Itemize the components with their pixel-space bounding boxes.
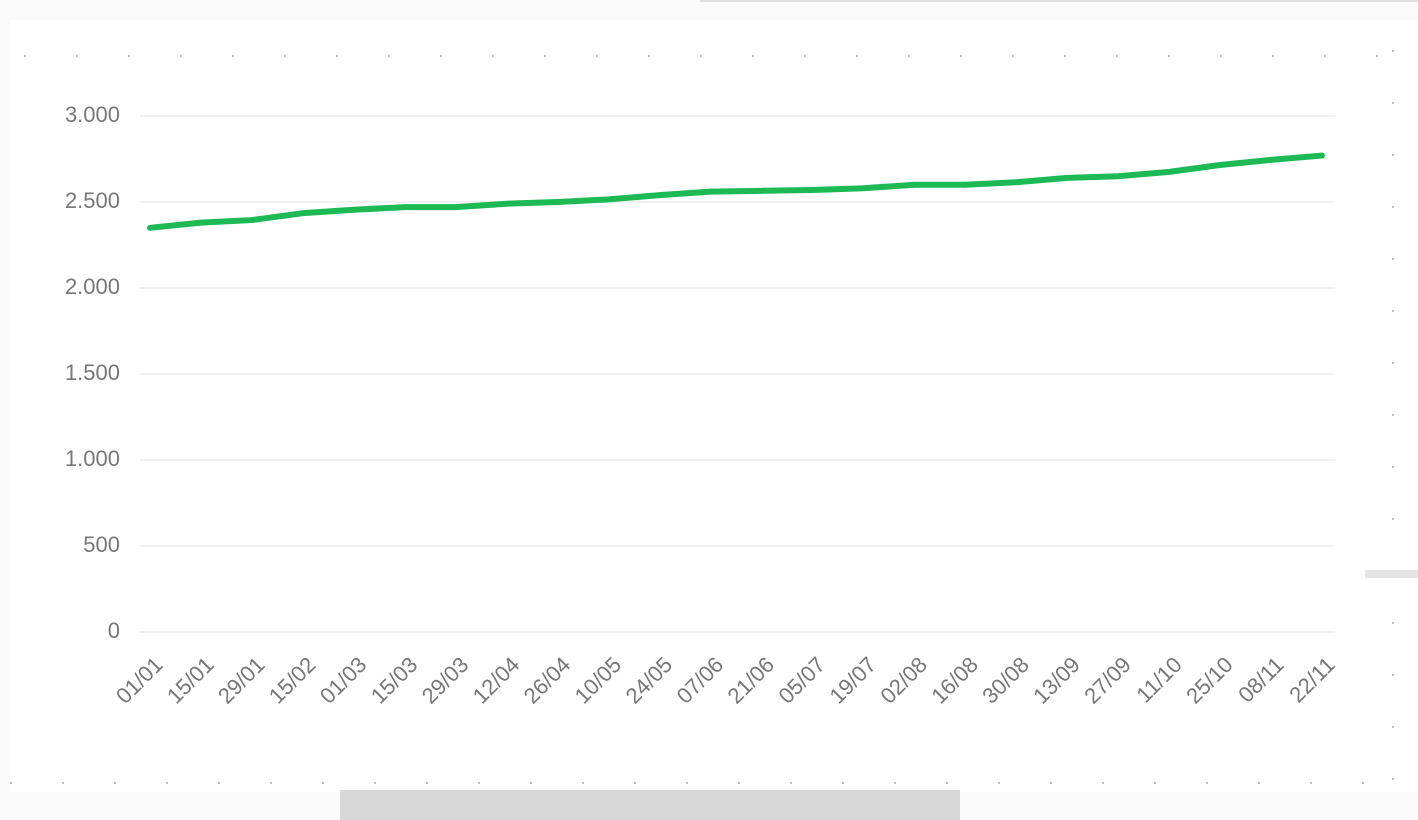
y-tick-label: 500 <box>83 532 120 557</box>
y-tick-label: 3.000 <box>65 102 120 127</box>
y-tick-label: 2.500 <box>65 188 120 213</box>
data-line <box>147 152 1325 231</box>
y-tick-label: 1.000 <box>65 446 120 471</box>
card <box>10 20 1418 792</box>
y-tick-label: 1.500 <box>65 360 120 385</box>
y-tick-label: 0 <box>108 618 120 643</box>
shadow <box>340 790 960 820</box>
y-tick-label: 2.000 <box>65 274 120 299</box>
scroll-handle <box>1365 570 1418 578</box>
